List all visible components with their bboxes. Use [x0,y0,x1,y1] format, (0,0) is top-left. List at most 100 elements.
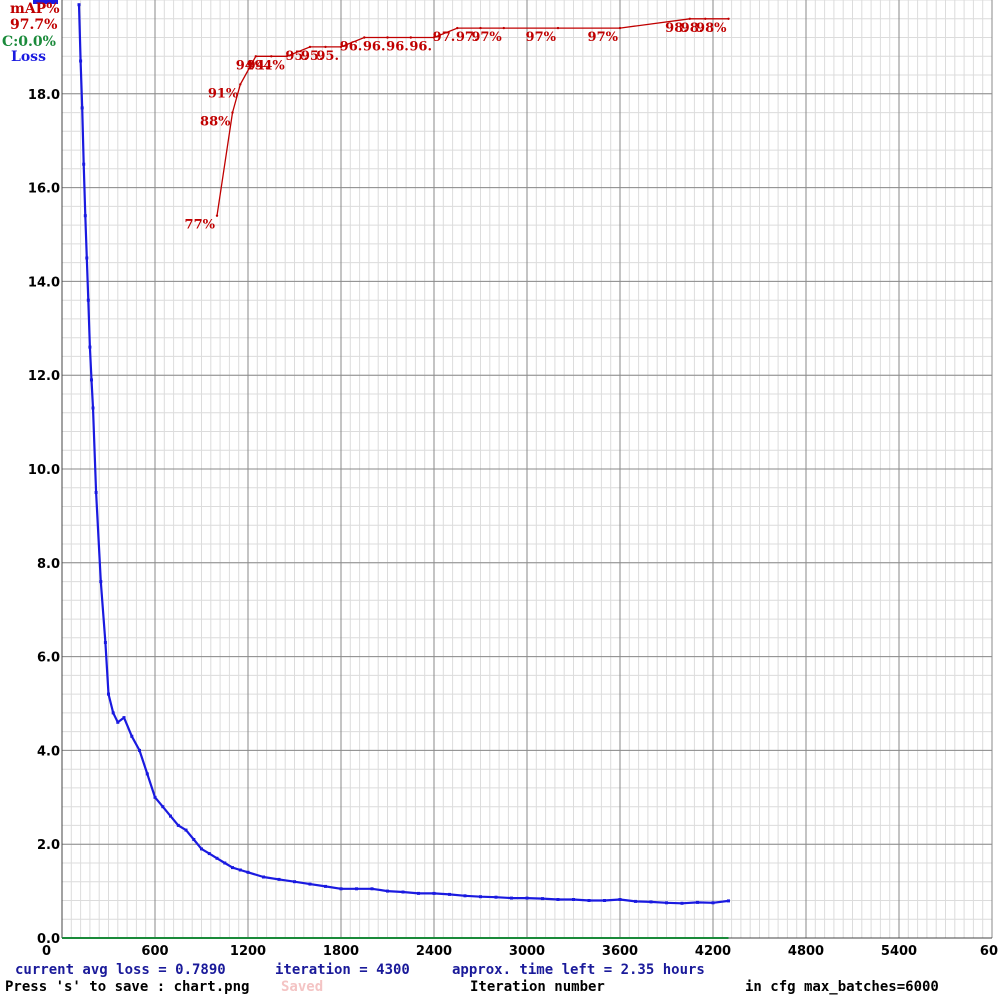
map-data-label: 91% [208,86,239,101]
status-iteration: iteration = 4300 [275,962,410,978]
map-point [432,36,436,39]
loss-point [83,214,87,218]
map-data-label: 95. [316,49,339,64]
map-data-label: 98. [665,21,688,36]
map-data-label: 94. [247,58,270,73]
loss-point [77,3,81,7]
map-data-label: 98. [681,21,704,36]
loss-point [277,877,281,881]
loss-point [665,901,668,905]
y-tick-label: 4.0 [37,744,60,759]
loss-point [184,828,188,832]
loss-point [401,890,405,894]
loss-point [339,887,343,891]
map-data-label: 97% [588,30,619,45]
loss-point [91,406,95,410]
loss-point [169,814,172,818]
loss-point [94,491,98,494]
loss-point [603,899,606,902]
loss-point [90,378,93,382]
y-tick-label: 18.0 [28,88,60,103]
map-point [339,45,343,49]
loss-point [145,772,149,776]
legend: mAP% 97.7% C:0.0% Loss [2,0,60,65]
loss-point [355,887,358,891]
loss-point [161,805,165,809]
loss-point [262,875,265,879]
x-tick-labels: 0 600 1200 1800 2400 3000 3600 4200 4800 5400 60 [42,944,998,959]
loss-point [386,889,389,893]
map-data-label: 77% [185,218,216,233]
y-tick-label: 12.0 [28,369,60,384]
map-point [239,83,242,86]
status-bar: current avg loss = 0.7890 iteration = 43… [5,962,939,995]
y-tick-label: 16.0 [28,182,60,197]
loss-point [80,106,84,110]
x-tick-label: 60 [980,944,998,959]
loss-point [680,901,684,905]
map-point [704,17,707,20]
series-loss [77,3,730,905]
loss-point [572,898,575,901]
map-point [363,36,366,39]
y-tick-label: 2.0 [37,838,60,853]
loss-line [77,4,729,905]
x-tick-label: 2400 [416,944,452,959]
map-data-label: 95. [301,49,324,64]
map-point [502,26,505,30]
map-point [254,55,257,58]
x-tick-label: 1800 [323,944,359,959]
y-tick-label: 10.0 [28,463,60,478]
legend-c-label: C:0.0% [2,34,56,50]
x-tick-label: 600 [141,944,168,959]
map-data-label: 97. [433,30,456,45]
loss-point [79,59,83,63]
loss-point [510,896,513,900]
map-data-label: 97% [471,30,502,45]
loss-point [130,734,134,738]
x-tick-label: 0 [42,944,51,959]
status-faint-text: Saved [281,979,323,995]
loss-point [649,900,653,904]
legend-loss-label: Loss [11,49,46,65]
map-data-label: 88% [200,115,231,130]
status-save-hint: Press 's' to save : chart.png [5,979,249,995]
loss-point [246,870,250,874]
loss-point [192,838,196,841]
loss-point [231,866,234,870]
map-data-label: 97. [456,30,479,45]
map-data-label: 96. [363,40,386,55]
x-axis-label: Iteration number [470,979,605,995]
loss-point [88,345,92,349]
loss-point [238,868,242,872]
legend-map-label: mAP% [10,1,60,17]
loss-point [618,898,622,901]
y-tick-label: 14.0 [28,275,60,290]
loss-point [111,711,115,715]
status-time-left: approx. time left = 2.35 hours [452,962,705,978]
loss-point [634,899,637,903]
status-current-avg-loss: current avg loss = 0.7890 [15,962,226,978]
loss-point [85,256,89,260]
map-data-label: 96. [409,40,432,55]
legend-loss-swatch [33,0,58,4]
map-point [479,26,482,30]
map-point [409,36,412,39]
loss-point [99,580,103,584]
loss-point [479,895,482,899]
map-point [231,111,234,114]
loss-point [711,901,715,905]
loss-point [696,900,699,904]
loss-point [417,891,420,895]
map-point [386,36,389,39]
map-point [215,214,219,217]
loss-point [103,641,107,644]
map-point [618,26,622,30]
y-tick-label: 6.0 [37,651,60,666]
map-data-label: 95. [285,49,308,64]
loss-point [107,692,110,696]
loss-point [86,298,90,302]
map-point [285,55,288,58]
loss-point [448,892,451,896]
